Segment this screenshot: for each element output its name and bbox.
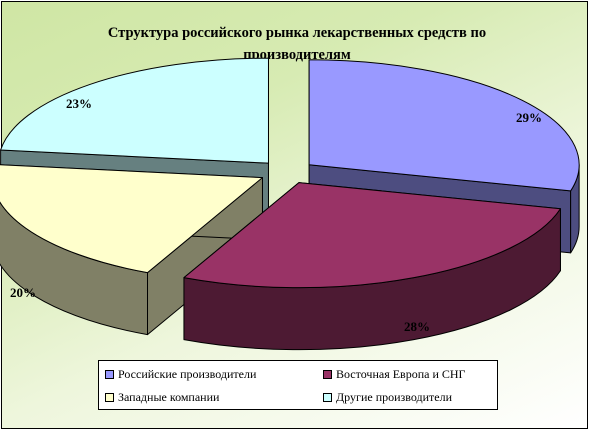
data-label-western: 20%: [10, 285, 36, 300]
legend-label-east-europe: Восточная Европа и СНГ: [336, 367, 466, 381]
legend-label-russian: Российские производители: [118, 367, 257, 381]
legend-label-other: Другие производители: [336, 390, 453, 404]
slice-top-other: [0, 57, 269, 164]
legend-swatch-russian: [105, 370, 114, 379]
slice-top-western: [0, 164, 263, 274]
legend: Российские производители Восточная Европ…: [98, 360, 498, 410]
legend-item-east-europe: Восточная Европа и СНГ: [323, 367, 465, 382]
legend-swatch-western: [105, 393, 114, 402]
data-label-other: 23%: [66, 96, 92, 111]
chart-title: Структура российского рынка лекарственны…: [107, 25, 487, 63]
data-label-east-europe: 28%: [404, 319, 430, 334]
slice-top-russian: [308, 59, 580, 192]
slice-top-east-europe: [183, 182, 561, 289]
legend-swatch-other: [323, 393, 332, 402]
legend-item-other: Другие производители: [323, 390, 452, 405]
legend-item-russian: Российские производители: [105, 367, 256, 382]
slice-western: [0, 164, 263, 336]
legend-item-western: Западные компании: [105, 390, 219, 405]
data-label-russian: 29%: [516, 110, 542, 125]
slice-east-europe: [183, 182, 561, 351]
legend-swatch-east-europe: [323, 370, 332, 379]
legend-label-western: Западные компании: [118, 390, 220, 404]
